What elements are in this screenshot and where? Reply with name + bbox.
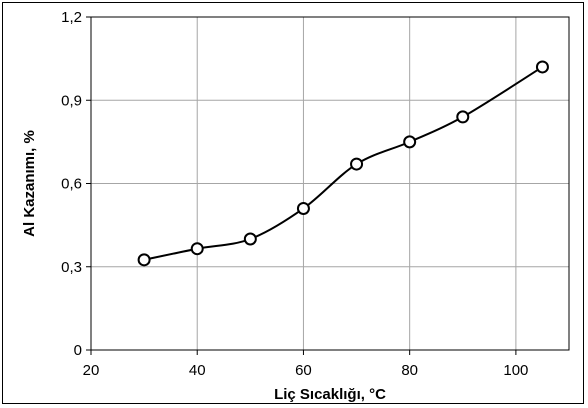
y-tick-label: 0,6 (61, 176, 82, 193)
y-tick-label: 0 (74, 342, 82, 359)
x-tick-label: 100 (503, 362, 528, 379)
data-point (137, 253, 151, 267)
data-point (190, 242, 204, 256)
grid (91, 16, 569, 350)
chart-frame (2, 2, 584, 404)
x-tick-label: 40 (189, 362, 206, 379)
data-point (350, 157, 364, 171)
x-axis-title: Liç Sıcaklığı, °C (274, 386, 386, 403)
x-tick-label: 60 (295, 362, 312, 379)
data-point (403, 135, 417, 149)
y-axis: 0 0,3 0,6 0,9 1,2 (61, 9, 91, 359)
series-line (143, 66, 543, 261)
y-tick-label: 0,9 (61, 92, 82, 109)
x-axis: 20 40 60 80 100 (83, 350, 528, 379)
series (137, 60, 549, 267)
y-axis-title: Al Kazanımı, % (21, 130, 38, 237)
data-point (243, 232, 257, 246)
data-point (456, 110, 470, 124)
y-tick-label: 0,3 (61, 259, 82, 276)
x-tick-label: 20 (83, 362, 100, 379)
data-point (296, 201, 310, 215)
x-tick-label: 80 (401, 362, 418, 379)
y-tick-label: 1,2 (61, 9, 82, 26)
data-point (535, 60, 549, 74)
